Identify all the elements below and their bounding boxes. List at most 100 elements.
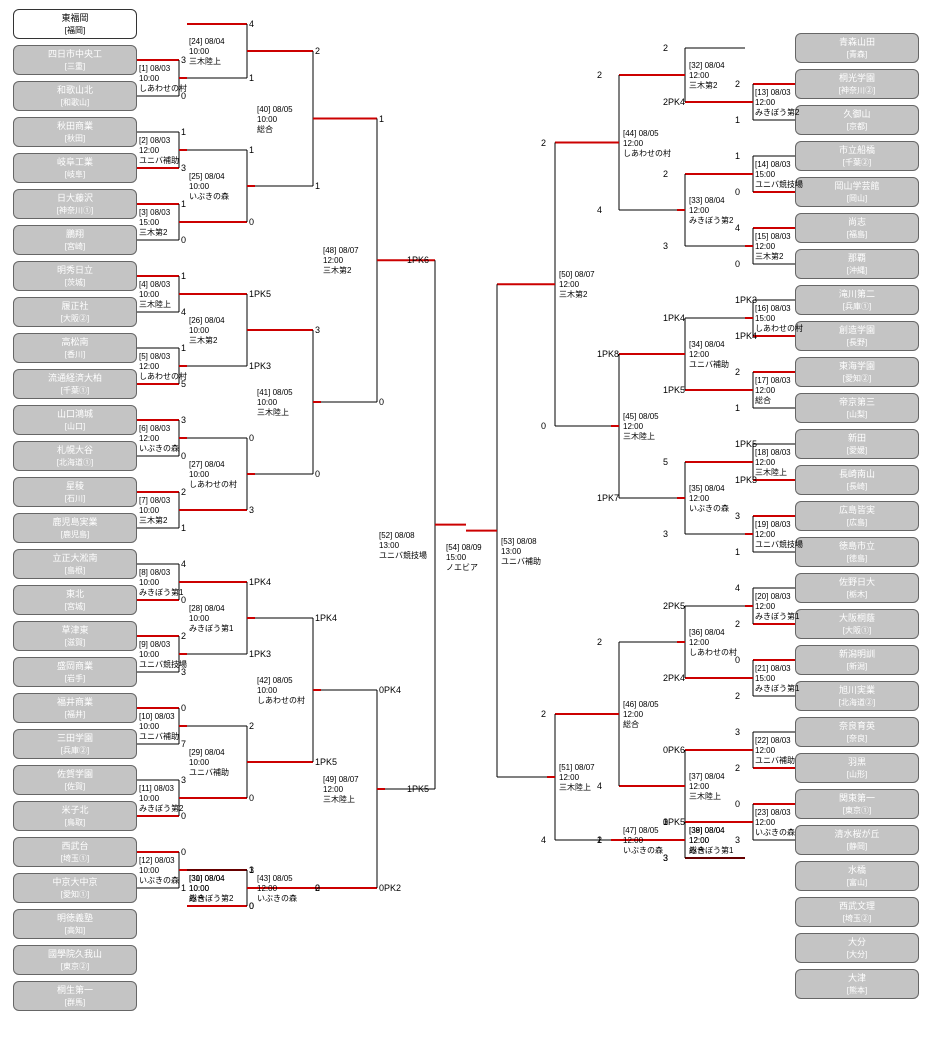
score: 1: [181, 883, 186, 893]
team-box[interactable]: 秋田商業[秋田]: [13, 117, 137, 147]
team-box[interactable]: 尚志[福島]: [795, 213, 919, 243]
match-info: [14] 08/0315:00ユニバ競技場: [755, 160, 803, 190]
team-box[interactable]: 鵬翔[宮崎]: [13, 225, 137, 255]
match-info: [7] 08/0310:00三木第2: [139, 496, 170, 526]
team-box[interactable]: 新潟明訓[新潟]: [795, 645, 919, 675]
score: 1: [181, 523, 186, 533]
team-name: 桐光学園: [796, 70, 918, 85]
match-info: [5] 08/0312:00しあわせの村: [139, 352, 187, 382]
team-box[interactable]: 鹿児島実業[鹿児島]: [13, 513, 137, 543]
score: 2PK4: [663, 673, 685, 683]
match-info: [13] 08/0312:00みきぼう第2: [755, 88, 799, 118]
team-box[interactable]: 徳島市立[徳島]: [795, 537, 919, 567]
team-name: 山口鴻城: [14, 406, 136, 421]
team-box[interactable]: 佐野日大[栃木]: [795, 573, 919, 603]
team-box[interactable]: 旭川実業[北海道②]: [795, 681, 919, 711]
match-info: [4] 08/0310:00三木陸上: [139, 280, 171, 310]
score: 0PK2: [379, 883, 401, 893]
score: 0PK4: [379, 685, 401, 695]
team-box[interactable]: 桐光学園[神奈川②]: [795, 69, 919, 99]
team-pref: [島根]: [14, 565, 136, 576]
team-pref: [山口]: [14, 421, 136, 432]
score: 2: [735, 763, 740, 773]
team-box[interactable]: 羽黒[山形]: [795, 753, 919, 783]
team-box[interactable]: 流通経済大柏[千葉①]: [13, 369, 137, 399]
team-box[interactable]: 山口鴻城[山口]: [13, 405, 137, 435]
bracket-diagram: 東福岡[福岡] 四日市中央工[三重] 和歌山北[和歌山] 秋田商業[秋田] 岐阜工業[岐…: [0, 0, 930, 1037]
team-box[interactable]: 西武台[埼玉①]: [13, 837, 137, 867]
score: 4: [735, 583, 740, 593]
score: 0PK6: [663, 745, 685, 755]
team-box[interactable]: 大津[熊本]: [795, 969, 919, 999]
team-box[interactable]: 草津東[滋賀]: [13, 621, 137, 651]
team-box[interactable]: 三田学園[兵庫②]: [13, 729, 137, 759]
team-box[interactable]: 岡山学芸館[岡山]: [795, 177, 919, 207]
team-box[interactable]: 福井商業[福井]: [13, 693, 137, 723]
team-box[interactable]: 奈良育英[奈良]: [795, 717, 919, 747]
team-box[interactable]: 桐生第一[群馬]: [13, 981, 137, 1011]
score: 1PK5: [315, 757, 337, 767]
score: 3: [735, 727, 740, 737]
team-box[interactable]: 帝京第三[山梨]: [795, 393, 919, 423]
match-info: [35] 08/0412:00いぶきの森: [689, 484, 729, 514]
team-box[interactable]: 長崎南山[長崎]: [795, 465, 919, 495]
team-box[interactable]: 広島皆実[広島]: [795, 501, 919, 531]
team-box[interactable]: 東福岡[福岡]: [13, 9, 137, 39]
team-box[interactable]: 日大藤沢[神奈川①]: [13, 189, 137, 219]
team-box[interactable]: 米子北[鳥取]: [13, 801, 137, 831]
team-pref: [兵庫①]: [796, 301, 918, 312]
team-pref: [山梨]: [796, 409, 918, 420]
team-box[interactable]: 中京大中京[愛知①]: [13, 873, 137, 903]
team-box[interactable]: 佐賀学園[佐賀]: [13, 765, 137, 795]
score: 3: [181, 55, 186, 65]
team-pref: [沖縄]: [796, 265, 918, 276]
team-box[interactable]: 関東第一[東京①]: [795, 789, 919, 819]
team-box[interactable]: 東北[宮城]: [13, 585, 137, 615]
team-box[interactable]: 大分[大分]: [795, 933, 919, 963]
score: 3: [249, 865, 254, 875]
team-box[interactable]: 大阪桐蔭[大阪①]: [795, 609, 919, 639]
team-box[interactable]: 和歌山北[和歌山]: [13, 81, 137, 111]
team-name: 西武文理: [796, 898, 918, 913]
team-box[interactable]: 那覇[沖縄]: [795, 249, 919, 279]
team-box[interactable]: 清水桜が丘[静岡]: [795, 825, 919, 855]
score: 0: [181, 811, 186, 821]
team-box[interactable]: 水橋[富山]: [795, 861, 919, 891]
team-box[interactable]: 札幌大谷[北海道①]: [13, 441, 137, 471]
match-info: [2] 08/0312:00ユニバ補助: [139, 136, 179, 166]
team-pref: [北海道②]: [796, 697, 918, 708]
team-box[interactable]: 明秀日立[茨城]: [13, 261, 137, 291]
team-pref: [石川]: [14, 493, 136, 504]
team-name: 尚志: [796, 214, 918, 229]
team-pref: [大阪②]: [14, 313, 136, 324]
match-info: [10] 08/0310:00ユニバ補助: [139, 712, 179, 742]
team-name: 盛岡商業: [14, 658, 136, 673]
team-box[interactable]: 明徳義塾[高知]: [13, 909, 137, 939]
team-box[interactable]: 滝川第二[兵庫①]: [795, 285, 919, 315]
team-box[interactable]: 立正大淞南[島根]: [13, 549, 137, 579]
team-box[interactable]: 西武文理[埼玉②]: [795, 897, 919, 927]
team-box[interactable]: 履正社[大阪②]: [13, 297, 137, 327]
team-box[interactable]: 新田[愛媛]: [795, 429, 919, 459]
team-box[interactable]: 國學院久我山[東京②]: [13, 945, 137, 975]
score: 4: [249, 19, 254, 29]
team-pref: [京都]: [796, 121, 918, 132]
team-box[interactable]: 高松南[香川]: [13, 333, 137, 363]
team-box[interactable]: 岐阜工業[岐阜]: [13, 153, 137, 183]
score: 3: [181, 667, 186, 677]
team-box[interactable]: 星稜[石川]: [13, 477, 137, 507]
team-box[interactable]: 創造学園[長野]: [795, 321, 919, 351]
team-box[interactable]: 久御山[京都]: [795, 105, 919, 135]
score: 2: [541, 709, 546, 719]
score: 1PK4: [315, 613, 337, 623]
team-pref: [秋田]: [14, 133, 136, 144]
score: 0: [735, 799, 740, 809]
match-info: [19] 08/0312:00ユニバ競技場: [755, 520, 803, 550]
team-box[interactable]: 市立船橋[千葉②]: [795, 141, 919, 171]
team-box[interactable]: 四日市中央工[三重]: [13, 45, 137, 75]
team-box[interactable]: 青森山田[青森]: [795, 33, 919, 63]
team-pref: [青森]: [796, 49, 918, 60]
team-pref: [岩手]: [14, 673, 136, 684]
team-box[interactable]: 東海学園[愛知②]: [795, 357, 919, 387]
team-box[interactable]: 盛岡商業[岩手]: [13, 657, 137, 687]
